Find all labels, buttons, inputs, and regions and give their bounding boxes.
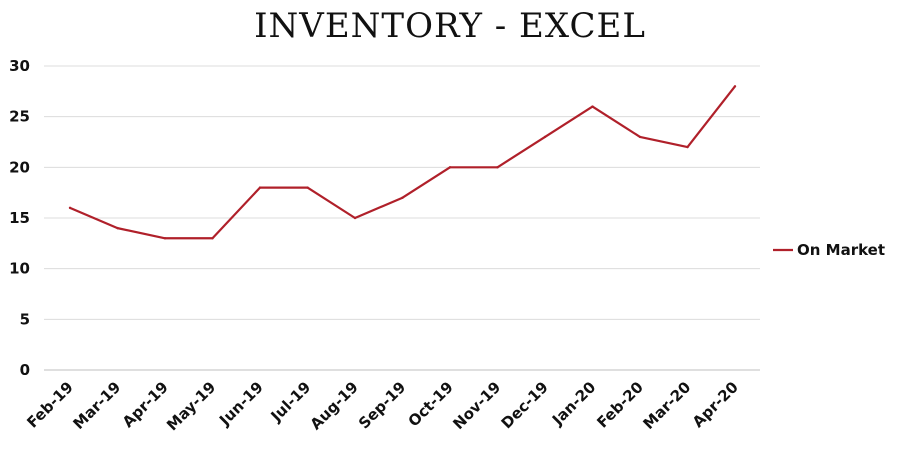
x-tick-label: May-19 (163, 378, 219, 434)
data-point (591, 105, 594, 108)
grid-lines (44, 65, 760, 371)
y-tick-label: 20 (9, 158, 30, 176)
data-point (733, 85, 737, 88)
x-tick-label: Sep-19 (355, 378, 409, 432)
x-tick-label: Jan-20 (548, 378, 599, 429)
x-tick-label: Feb-20 (593, 378, 646, 431)
x-tick-label: Mar-19 (69, 378, 124, 433)
x-tick-label: Apr-20 (689, 378, 742, 431)
data-point (68, 206, 72, 210)
data-point (686, 145, 689, 149)
data-point (353, 216, 357, 220)
y-tick-label: 30 (9, 57, 30, 75)
data-point (543, 135, 547, 139)
data-point (638, 135, 642, 139)
data-point (211, 237, 214, 240)
x-tick-label: Oct-19 (405, 378, 457, 430)
legend-label: On Market (797, 241, 885, 259)
y-tick-label: 15 (9, 209, 30, 227)
data-point (258, 186, 262, 189)
x-tick-label: Jun-19 (215, 378, 267, 430)
data-point (448, 166, 452, 169)
x-tick-label: Aug-19 (307, 378, 362, 433)
y-tick-label: 10 (9, 260, 30, 278)
chart-title: INVENTORY - EXCEL (254, 6, 646, 46)
data-point (496, 166, 499, 169)
series-line-on-market (69, 85, 736, 240)
y-tick-label: 25 (9, 108, 30, 126)
x-tick-label: Nov-19 (449, 378, 504, 433)
data-point (163, 237, 167, 240)
data-point (116, 226, 119, 230)
y-tick-label: 5 (20, 310, 30, 328)
legend: On Market (773, 241, 885, 259)
data-point (306, 186, 309, 189)
data-point (401, 196, 404, 199)
series-group (68, 85, 737, 240)
x-tick-label: Dec-19 (498, 378, 552, 432)
x-tick-label: Feb-19 (23, 378, 76, 431)
y-axis-ticks: 0 5 10 15 20 25 30 (9, 57, 30, 379)
x-tick-label: Mar-20 (639, 378, 694, 433)
y-tick-label: 0 (20, 361, 30, 379)
